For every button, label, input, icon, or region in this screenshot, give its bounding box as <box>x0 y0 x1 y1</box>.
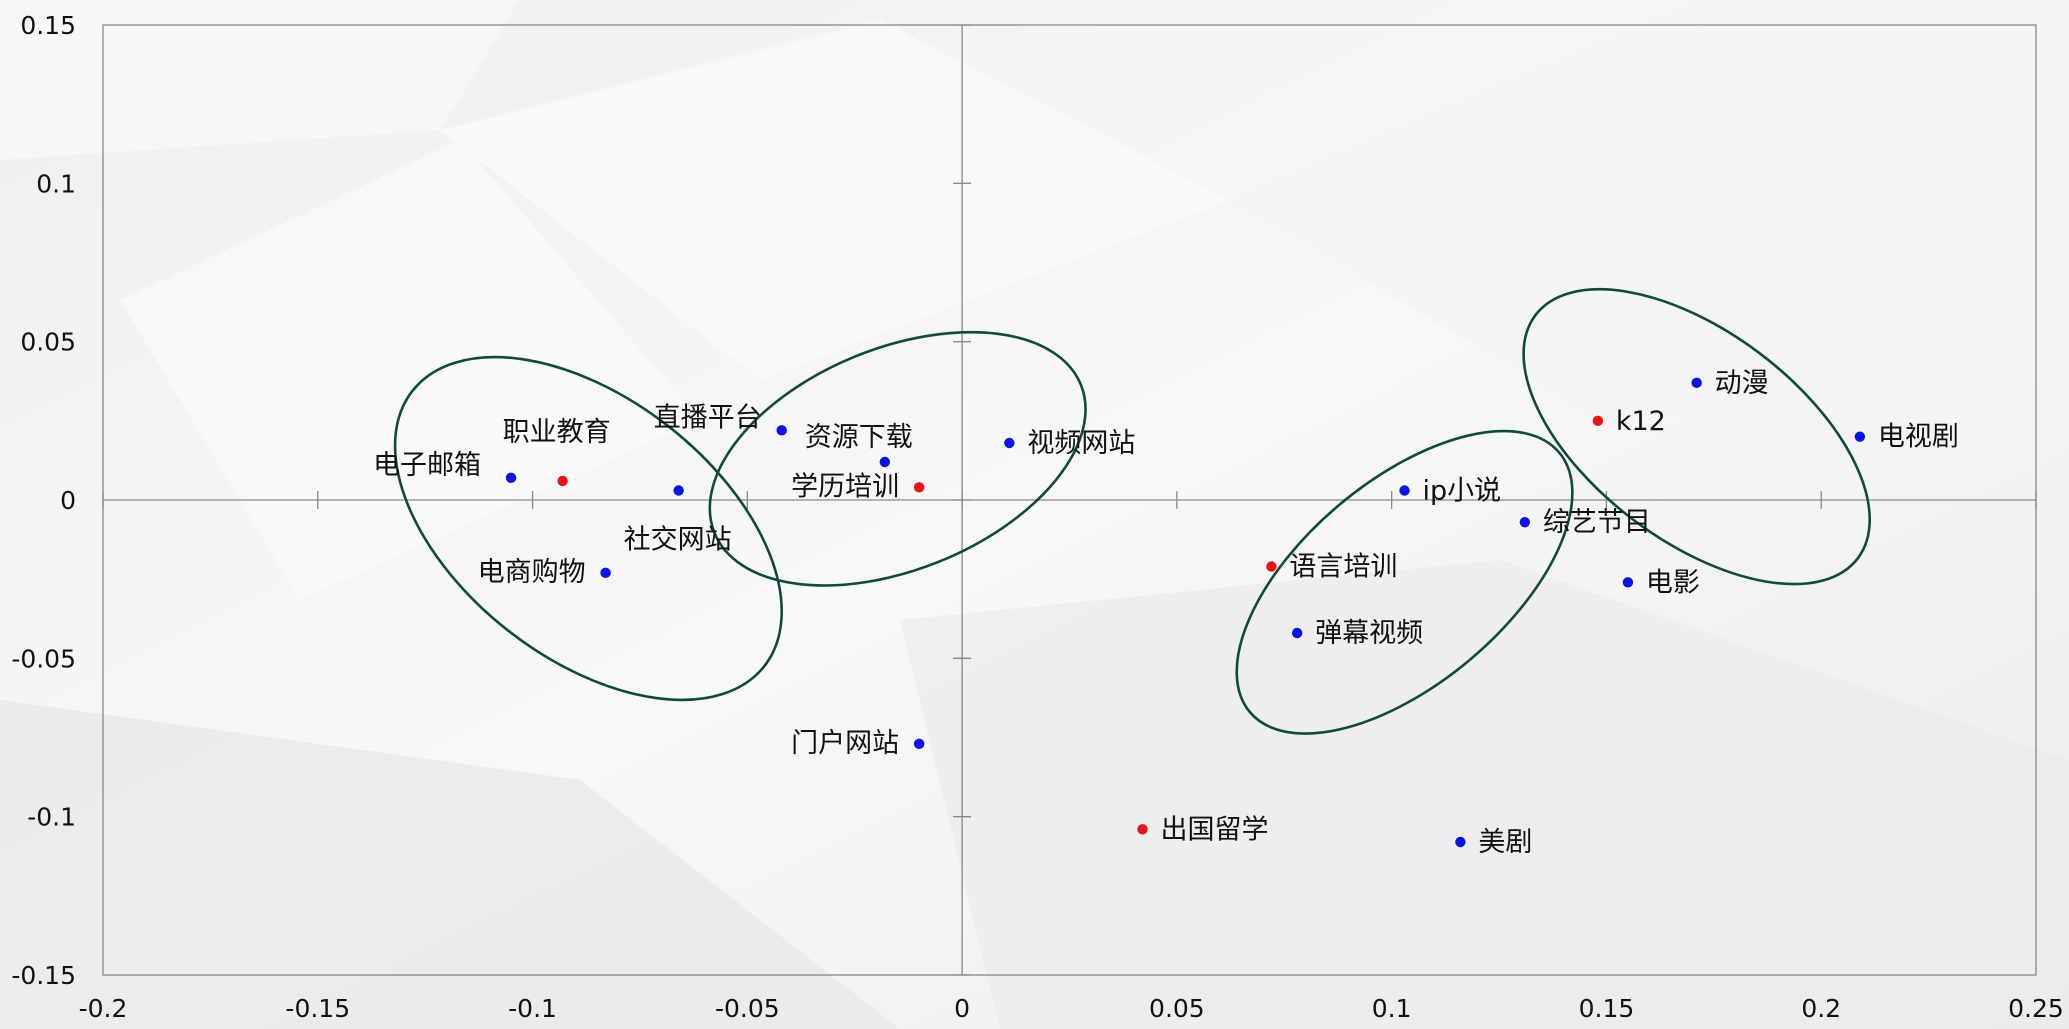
cluster-ellipse <box>1235 429 1574 735</box>
x-tick-label: 0.05 <box>1149 994 1205 1023</box>
data-point-label: k12 <box>1616 406 1666 437</box>
data-point <box>1004 437 1015 449</box>
data-point-label: 社交网站 <box>624 525 732 556</box>
x-tick-label: 0.2 <box>1801 994 1841 1023</box>
data-point <box>557 475 568 487</box>
data-point-label: 电商购物 <box>478 557 586 588</box>
data-point-label: 动漫 <box>1715 368 1769 399</box>
data-point <box>1137 824 1148 835</box>
x-tick-label: 0.25 <box>2008 994 2064 1023</box>
x-tick-label: 0 <box>954 994 970 1023</box>
data-point-label: 门户网站 <box>791 728 899 759</box>
data-point <box>1592 415 1604 427</box>
y-tick-label: -0.05 <box>11 644 76 673</box>
data-point <box>879 456 890 468</box>
data-point-label: ip小说 <box>1423 476 1502 507</box>
data-point <box>1519 516 1531 528</box>
x-tick-label: 0.15 <box>1579 994 1635 1023</box>
data-point-label: 语言培训 <box>1289 552 1397 583</box>
data-point-label: 出国留学 <box>1161 814 1269 845</box>
data-point <box>600 567 611 579</box>
data-point <box>1622 577 1634 588</box>
data-point <box>913 738 925 750</box>
x-tick-label: -0.1 <box>508 994 557 1023</box>
cluster-ellipse <box>708 330 1087 587</box>
y-tick-label: -0.15 <box>11 961 76 990</box>
data-point-label: 学历培训 <box>791 471 899 502</box>
axes: -0.2 -0.15 -0.1 -0.05 0 0.05 0.1 0.15 0.2 0.250.1… <box>11 11 2064 1023</box>
x-tick-label: -0.15 <box>285 994 350 1023</box>
data-point-label: 弹幕视频 <box>1315 618 1423 649</box>
data-point <box>673 485 684 496</box>
x-tick-label: 0.1 <box>1372 994 1412 1023</box>
data-point <box>1455 836 1466 848</box>
y-tick-label: 0.1 <box>36 169 76 198</box>
data-point-label: 电视剧 <box>1878 422 1959 453</box>
data-point-label: 视频网站 <box>1027 428 1135 459</box>
y-tick-label: 0.15 <box>20 11 76 40</box>
cluster-ellipse <box>1522 287 1872 586</box>
data-point <box>1291 627 1303 639</box>
data-point-label: 综艺节目 <box>1543 507 1651 538</box>
data-point-label: 直播平台 <box>654 402 762 433</box>
y-tick-label: 0.05 <box>20 328 76 357</box>
data-point <box>505 472 517 484</box>
data-point-label: 职业教育 <box>503 417 611 448</box>
y-tick-label: 0 <box>60 486 76 515</box>
data-point-label: 电影 <box>1646 567 1700 598</box>
data-point <box>1399 485 1410 496</box>
x-tick-label: -0.2 <box>79 994 128 1023</box>
data-point-label: 资源下载 <box>805 422 913 453</box>
y-tick-label: -0.1 <box>27 803 76 832</box>
data-point <box>913 482 925 493</box>
data-point <box>776 425 787 436</box>
cluster-ellipses <box>393 287 1872 735</box>
cluster-ellipse <box>393 355 784 702</box>
data-point <box>1691 377 1702 389</box>
data-point-label: 美剧 <box>1478 827 1532 858</box>
data-point <box>1854 431 1866 442</box>
data-point <box>1266 561 1277 572</box>
x-tick-label: -0.05 <box>715 994 780 1023</box>
data-point-label: 电子邮箱 <box>373 450 481 481</box>
